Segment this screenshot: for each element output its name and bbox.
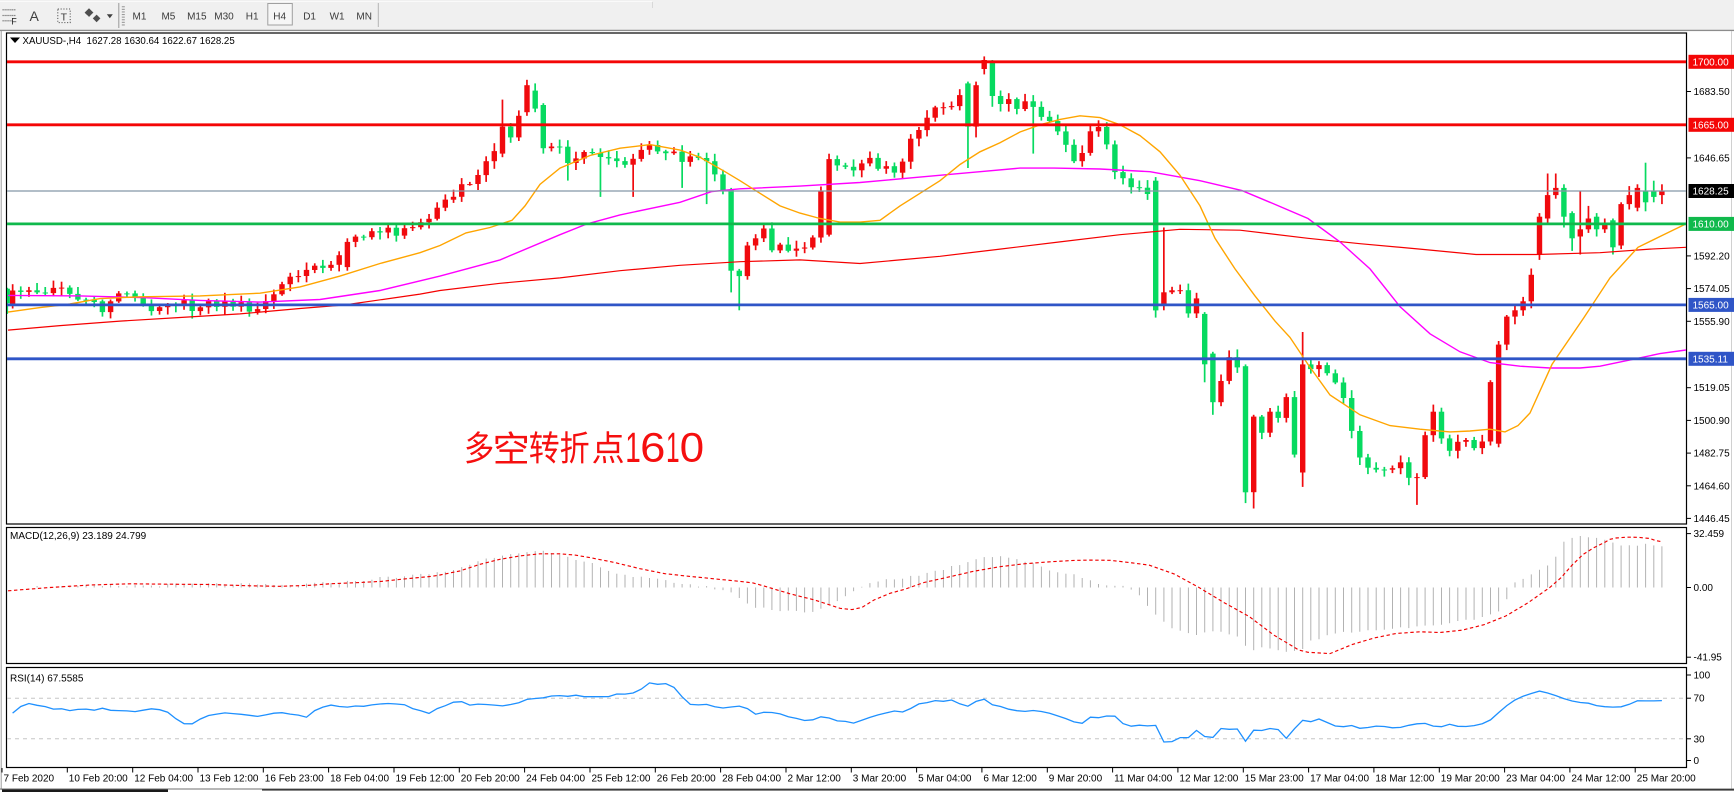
svg-text:5 Mar 04:00: 5 Mar 04:00 <box>918 774 972 785</box>
svg-text:0.00: 0.00 <box>1694 583 1714 594</box>
svg-text:RSI(14) 67.5585: RSI(14) 67.5585 <box>10 674 84 685</box>
svg-text:1683.50: 1683.50 <box>1694 87 1731 98</box>
svg-text:XAUUSD-,H4 1627.28 1630.64 16: XAUUSD-,H4 1627.28 1630.64 1622.67 1628.… <box>23 36 235 47</box>
svg-text:M30: M30 <box>214 12 234 23</box>
svg-text:1500.90: 1500.90 <box>1694 416 1731 427</box>
svg-text:1665.00: 1665.00 <box>1693 120 1730 131</box>
svg-text:32.459: 32.459 <box>1694 529 1725 540</box>
svg-text:1592.20: 1592.20 <box>1694 251 1731 262</box>
svg-text:M5: M5 <box>161 12 175 23</box>
svg-text:18 Mar 12:00: 18 Mar 12:00 <box>1375 774 1434 785</box>
svg-text:7 Feb 2020: 7 Feb 2020 <box>4 774 55 785</box>
svg-text:F: F <box>11 17 17 27</box>
svg-text:6 Mar 12:00: 6 Mar 12:00 <box>983 774 1037 785</box>
svg-text:100: 100 <box>1694 671 1711 682</box>
svg-text:H1: H1 <box>246 12 259 23</box>
svg-text:1464.60: 1464.60 <box>1694 481 1731 492</box>
svg-text:-41.95: -41.95 <box>1694 653 1723 664</box>
svg-text:MN: MN <box>356 12 372 23</box>
svg-text:1610.00: 1610.00 <box>1693 219 1730 230</box>
svg-text:70: 70 <box>1694 694 1706 705</box>
svg-text:20 Feb 20:00: 20 Feb 20:00 <box>461 774 520 785</box>
svg-text:30: 30 <box>1694 734 1706 745</box>
svg-text:1574.05: 1574.05 <box>1694 284 1731 295</box>
svg-text:M1: M1 <box>133 12 147 23</box>
svg-text:1519.05: 1519.05 <box>1694 383 1731 394</box>
svg-text:T: T <box>61 12 68 24</box>
svg-text:12 Mar 12:00: 12 Mar 12:00 <box>1179 774 1238 785</box>
svg-text:MACD(12,26,9) 23.189 24.799: MACD(12,26,9) 23.189 24.799 <box>10 531 147 542</box>
svg-text:2 Mar 12:00: 2 Mar 12:00 <box>788 774 842 785</box>
svg-text:24 Mar 12:00: 24 Mar 12:00 <box>1571 774 1630 785</box>
svg-text:D1: D1 <box>303 12 316 23</box>
svg-text:0: 0 <box>1694 756 1700 767</box>
svg-text:A: A <box>30 8 40 24</box>
svg-text:M15: M15 <box>187 12 207 23</box>
svg-text:23 Mar 04:00: 23 Mar 04:00 <box>1506 774 1565 785</box>
svg-text:16 Feb 23:00: 16 Feb 23:00 <box>265 774 324 785</box>
svg-text:1628.25: 1628.25 <box>1693 187 1730 198</box>
svg-text:12 Feb 04:00: 12 Feb 04:00 <box>134 774 193 785</box>
svg-text:28 Feb 04:00: 28 Feb 04:00 <box>722 774 781 785</box>
svg-text:1565.00: 1565.00 <box>1693 300 1730 311</box>
svg-text:13 Feb 12:00: 13 Feb 12:00 <box>200 774 259 785</box>
svg-text:24 Feb 04:00: 24 Feb 04:00 <box>526 774 585 785</box>
svg-text:1646.65: 1646.65 <box>1694 153 1731 164</box>
svg-text:25 Feb 12:00: 25 Feb 12:00 <box>592 774 651 785</box>
svg-text:17 Mar 04:00: 17 Mar 04:00 <box>1310 774 1369 785</box>
svg-text:11 Mar 04:00: 11 Mar 04:00 <box>1114 774 1173 785</box>
svg-text:3 Mar 20:00: 3 Mar 20:00 <box>853 774 907 785</box>
svg-text:15 Mar 23:00: 15 Mar 23:00 <box>1245 774 1304 785</box>
svg-text:W1: W1 <box>330 12 345 23</box>
svg-text:1700.00: 1700.00 <box>1693 57 1730 68</box>
svg-text:25 Mar 20:00: 25 Mar 20:00 <box>1637 774 1696 785</box>
svg-text:H4: H4 <box>273 12 286 23</box>
svg-text:1482.75: 1482.75 <box>1694 449 1731 460</box>
svg-text:1535.11: 1535.11 <box>1693 354 1729 365</box>
svg-text:10 Feb 20:00: 10 Feb 20:00 <box>69 774 128 785</box>
svg-text:19 Mar 20:00: 19 Mar 20:00 <box>1441 774 1500 785</box>
svg-text:18 Feb 04:00: 18 Feb 04:00 <box>330 774 389 785</box>
svg-text:19 Feb 12:00: 19 Feb 12:00 <box>396 774 455 785</box>
svg-text:9 Mar 20:00: 9 Mar 20:00 <box>1049 774 1103 785</box>
svg-text:1446.45: 1446.45 <box>1694 514 1731 525</box>
svg-text:1555.90: 1555.90 <box>1694 317 1731 328</box>
svg-text:26 Feb 20:00: 26 Feb 20:00 <box>657 774 716 785</box>
